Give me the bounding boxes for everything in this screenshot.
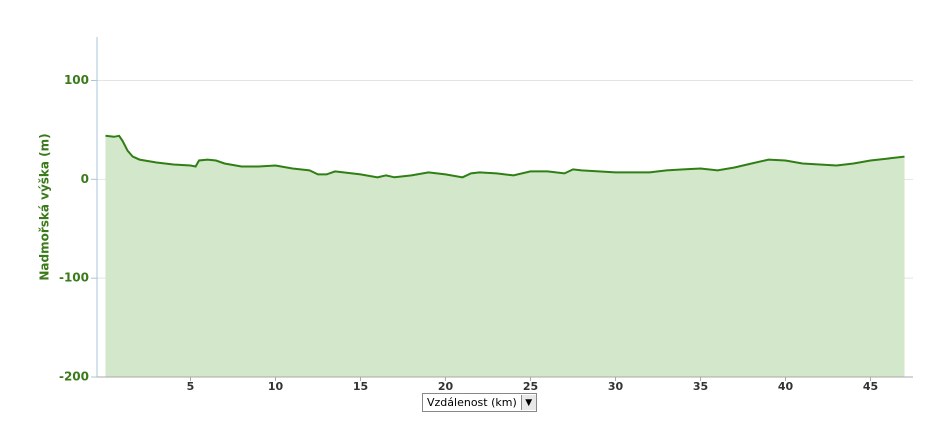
x-axis-select[interactable]: Vzdálenost (km) ▼	[422, 393, 537, 412]
y-tick-label: -200	[59, 370, 89, 384]
x-tick-label: 10	[268, 380, 284, 393]
x-tick-label: 35	[693, 380, 708, 393]
dropdown-arrow[interactable]: ▼	[520, 395, 536, 410]
x-tick-label: 40	[778, 380, 794, 393]
area-fill	[105, 135, 905, 377]
x-tick-label: 25	[523, 380, 538, 393]
elevation-line	[105, 134, 905, 179]
x-axis-label: Vzdálenost (km)	[427, 396, 517, 409]
y-tick-label: 0	[81, 172, 89, 186]
x-tick-label: 45	[863, 380, 878, 393]
y-axis-label: Nadmořská výška (m)	[38, 133, 52, 280]
x-tick-label: 30	[608, 380, 624, 393]
x-tick-label: 5	[187, 380, 195, 393]
y-tick-label: 100	[64, 73, 89, 87]
y-tick-label: -100	[59, 271, 89, 285]
x-tick-label: 20	[438, 380, 454, 393]
x-tick-label: 15	[353, 380, 368, 393]
